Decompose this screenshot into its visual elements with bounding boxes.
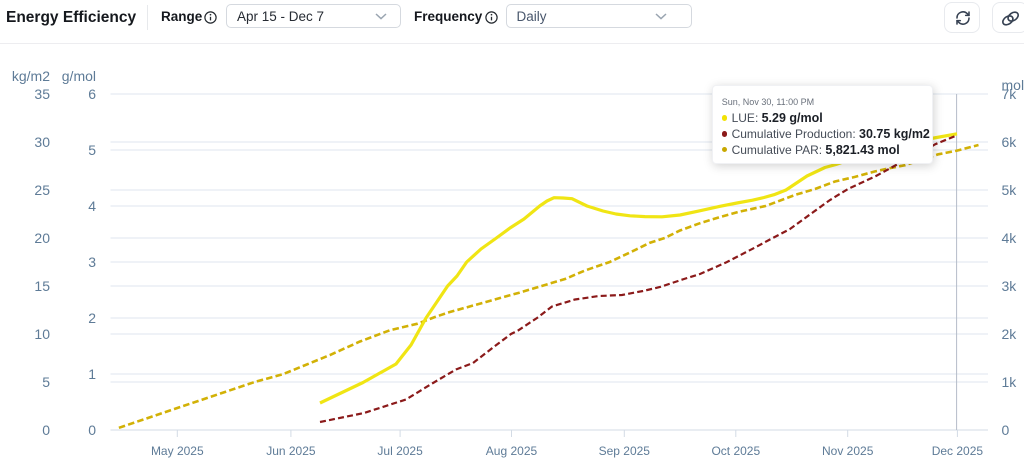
svg-text:6k: 6k	[1002, 134, 1018, 150]
svg-text:kg/m2: kg/m2	[12, 68, 50, 84]
svg-text:2: 2	[88, 310, 96, 326]
svg-text:5k: 5k	[1002, 182, 1018, 198]
svg-text:5: 5	[42, 374, 50, 390]
svg-text:7k: 7k	[1002, 86, 1018, 102]
svg-text:20: 20	[34, 230, 50, 246]
svg-text:g/mol: g/mol	[62, 68, 96, 84]
svg-text:Jul 2025: Jul 2025	[377, 444, 423, 458]
svg-text:May 2025: May 2025	[151, 444, 204, 458]
svg-text:6: 6	[88, 86, 96, 102]
svg-text:Nov 2025: Nov 2025	[822, 444, 874, 458]
svg-text:3: 3	[88, 254, 96, 270]
svg-text:5: 5	[88, 142, 96, 158]
svg-text:mol: mol	[1002, 77, 1024, 93]
svg-text:10: 10	[34, 326, 50, 342]
svg-text:4: 4	[88, 198, 96, 214]
svg-text:25: 25	[34, 182, 50, 198]
svg-text:15: 15	[34, 278, 50, 294]
svg-text:Dec 2025: Dec 2025	[932, 444, 984, 458]
svg-text:3k: 3k	[1002, 278, 1018, 294]
svg-text:1: 1	[88, 366, 96, 382]
svg-text:0: 0	[88, 422, 96, 438]
svg-text:2k: 2k	[1002, 326, 1018, 342]
svg-text:4k: 4k	[1002, 230, 1018, 246]
svg-text:Oct 2025: Oct 2025	[711, 444, 760, 458]
svg-text:1k: 1k	[1002, 374, 1018, 390]
svg-text:Jun 2025: Jun 2025	[266, 444, 316, 458]
svg-text:30: 30	[34, 134, 50, 150]
svg-text:0: 0	[42, 422, 50, 438]
svg-text:0: 0	[1002, 422, 1010, 438]
svg-text:Aug 2025: Aug 2025	[486, 444, 538, 458]
svg-text:35: 35	[34, 86, 50, 102]
svg-text:Sep 2025: Sep 2025	[599, 444, 651, 458]
